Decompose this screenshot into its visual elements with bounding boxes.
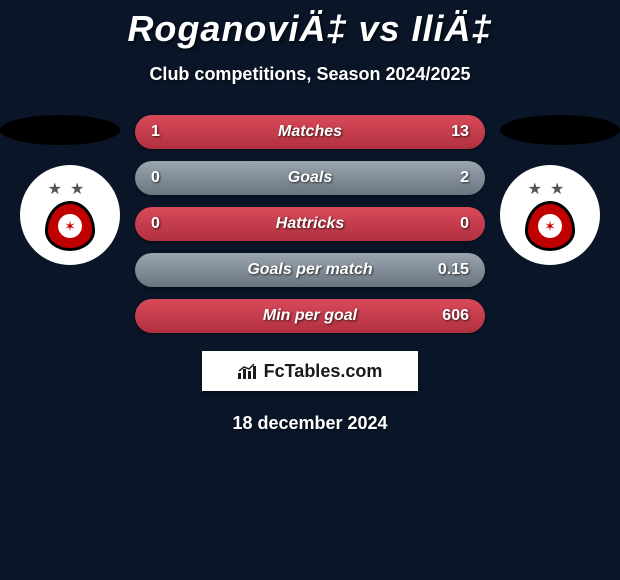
stat-row: Goals per match 0.15 bbox=[135, 253, 485, 287]
stat-row: 0 Goals 2 bbox=[135, 161, 485, 195]
club-logo-right: ★★ ✶ bbox=[500, 165, 600, 265]
stat-value-right: 13 bbox=[429, 123, 469, 141]
stat-label: Hattricks bbox=[276, 215, 344, 233]
club-logo-left: ★★ ✶ bbox=[20, 165, 120, 265]
comparison-area: ★★ ✶ ★★ ✶ 1 Matches 13 0 Goals 2 0 Hattr… bbox=[0, 115, 620, 434]
stat-value-left: 1 bbox=[151, 123, 191, 141]
logo-stars-icon: ★★ bbox=[528, 179, 573, 199]
stat-label: Goals per match bbox=[247, 261, 372, 279]
stat-label: Goals bbox=[288, 169, 332, 187]
stat-row: 1 Matches 13 bbox=[135, 115, 485, 149]
attribution-chart-icon bbox=[238, 363, 258, 379]
stat-value-right: 0 bbox=[429, 215, 469, 233]
crest-inner-icon: ✶ bbox=[538, 214, 562, 238]
attribution-text: FcTables.com bbox=[264, 361, 383, 382]
subtitle: Club competitions, Season 2024/2025 bbox=[0, 64, 620, 85]
logo-stars-icon: ★★ bbox=[48, 179, 93, 199]
stat-value-left: 0 bbox=[151, 169, 191, 187]
shadow-right bbox=[500, 115, 620, 145]
stat-value-left: 0 bbox=[151, 215, 191, 233]
page-title: RoganoviÄ‡ vs IliÄ‡ bbox=[0, 0, 620, 50]
stat-value-right: 0.15 bbox=[429, 261, 469, 279]
crest-icon: ✶ bbox=[45, 201, 95, 251]
attribution-badge: FcTables.com bbox=[202, 351, 418, 391]
stat-label: Matches bbox=[278, 123, 342, 141]
stats-container: 1 Matches 13 0 Goals 2 0 Hattricks 0 Goa… bbox=[135, 115, 485, 333]
crest-icon: ✶ bbox=[525, 201, 575, 251]
shadow-left bbox=[0, 115, 120, 145]
stat-row: Min per goal 606 bbox=[135, 299, 485, 333]
stat-label: Min per goal bbox=[263, 307, 357, 325]
crest-inner-icon: ✶ bbox=[58, 214, 82, 238]
stat-value-right: 2 bbox=[429, 169, 469, 187]
stat-row: 0 Hattricks 0 bbox=[135, 207, 485, 241]
date-text: 18 december 2024 bbox=[0, 413, 620, 434]
stat-value-right: 606 bbox=[429, 307, 469, 325]
